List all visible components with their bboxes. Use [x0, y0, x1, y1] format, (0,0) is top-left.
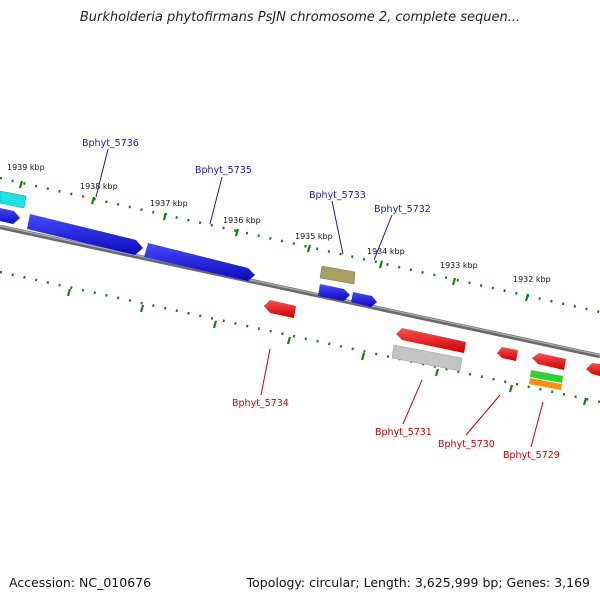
gene-label: Bphyt_5729: [503, 450, 560, 461]
outer-tick-track: [0, 176, 600, 314]
gene-feature-green: [530, 370, 563, 383]
topology-summary: Topology: circular; Length: 3,625,999 bp…: [246, 575, 590, 590]
gene-feature: [144, 243, 255, 281]
gene-label: Bphyt_5732: [374, 204, 431, 215]
tick-label: 1935 kbp: [295, 232, 333, 241]
tick-label: 1936 kbp: [223, 216, 261, 225]
chromosome-backbone: [0, 224, 600, 359]
gene-feature-orange: [529, 378, 562, 390]
gene-feature: [27, 214, 143, 255]
gene-feature: [351, 292, 377, 307]
forward-strand-features: [0, 190, 377, 307]
gene-label: Bphyt_5730: [438, 439, 495, 450]
gene-labels: Bphyt_5736 Bphyt_5735 Bphyt_5733 Bphyt_5…: [82, 138, 560, 461]
inner-tick-track: [0, 270, 600, 404]
map-title: Burkholderia phytofirmans PsJN chromosom…: [79, 10, 521, 25]
tick-label: 1939 kbp: [7, 163, 45, 172]
gene-feature-cyan: [0, 190, 27, 209]
gene-label: Bphyt_5735: [195, 165, 252, 176]
gene-label: Bphyt_5733: [309, 190, 366, 201]
tick-label: 1932 kbp: [513, 275, 551, 284]
accession-text: Accession: NC_010676: [9, 575, 152, 590]
gene-feature: [0, 208, 20, 224]
gene-feature: [586, 363, 600, 376]
label-leaders: [95, 148, 544, 448]
gene-feature: [497, 347, 518, 361]
gene-feature-gray: [391, 344, 463, 372]
reverse-strand-features: [264, 300, 600, 390]
gene-label: Bphyt_5731: [375, 427, 432, 438]
gene-label: Bphyt_5736: [82, 138, 139, 149]
major-ticks: [18, 180, 588, 406]
tick-label: 1934 kbp: [367, 247, 405, 256]
gene-feature: [318, 284, 350, 301]
tick-labels: 1939 kbp 1938 kbp 1937 kbp 1936 kbp 1935…: [7, 163, 551, 284]
tick-label: 1937 kbp: [150, 199, 188, 208]
gene-feature-olive: [319, 265, 356, 285]
gene-feature: [396, 328, 466, 353]
gene-label: Bphyt_5734: [232, 398, 289, 409]
gene-feature: [532, 353, 566, 370]
gene-feature: [264, 300, 296, 318]
tick-label: 1933 kbp: [440, 261, 478, 270]
